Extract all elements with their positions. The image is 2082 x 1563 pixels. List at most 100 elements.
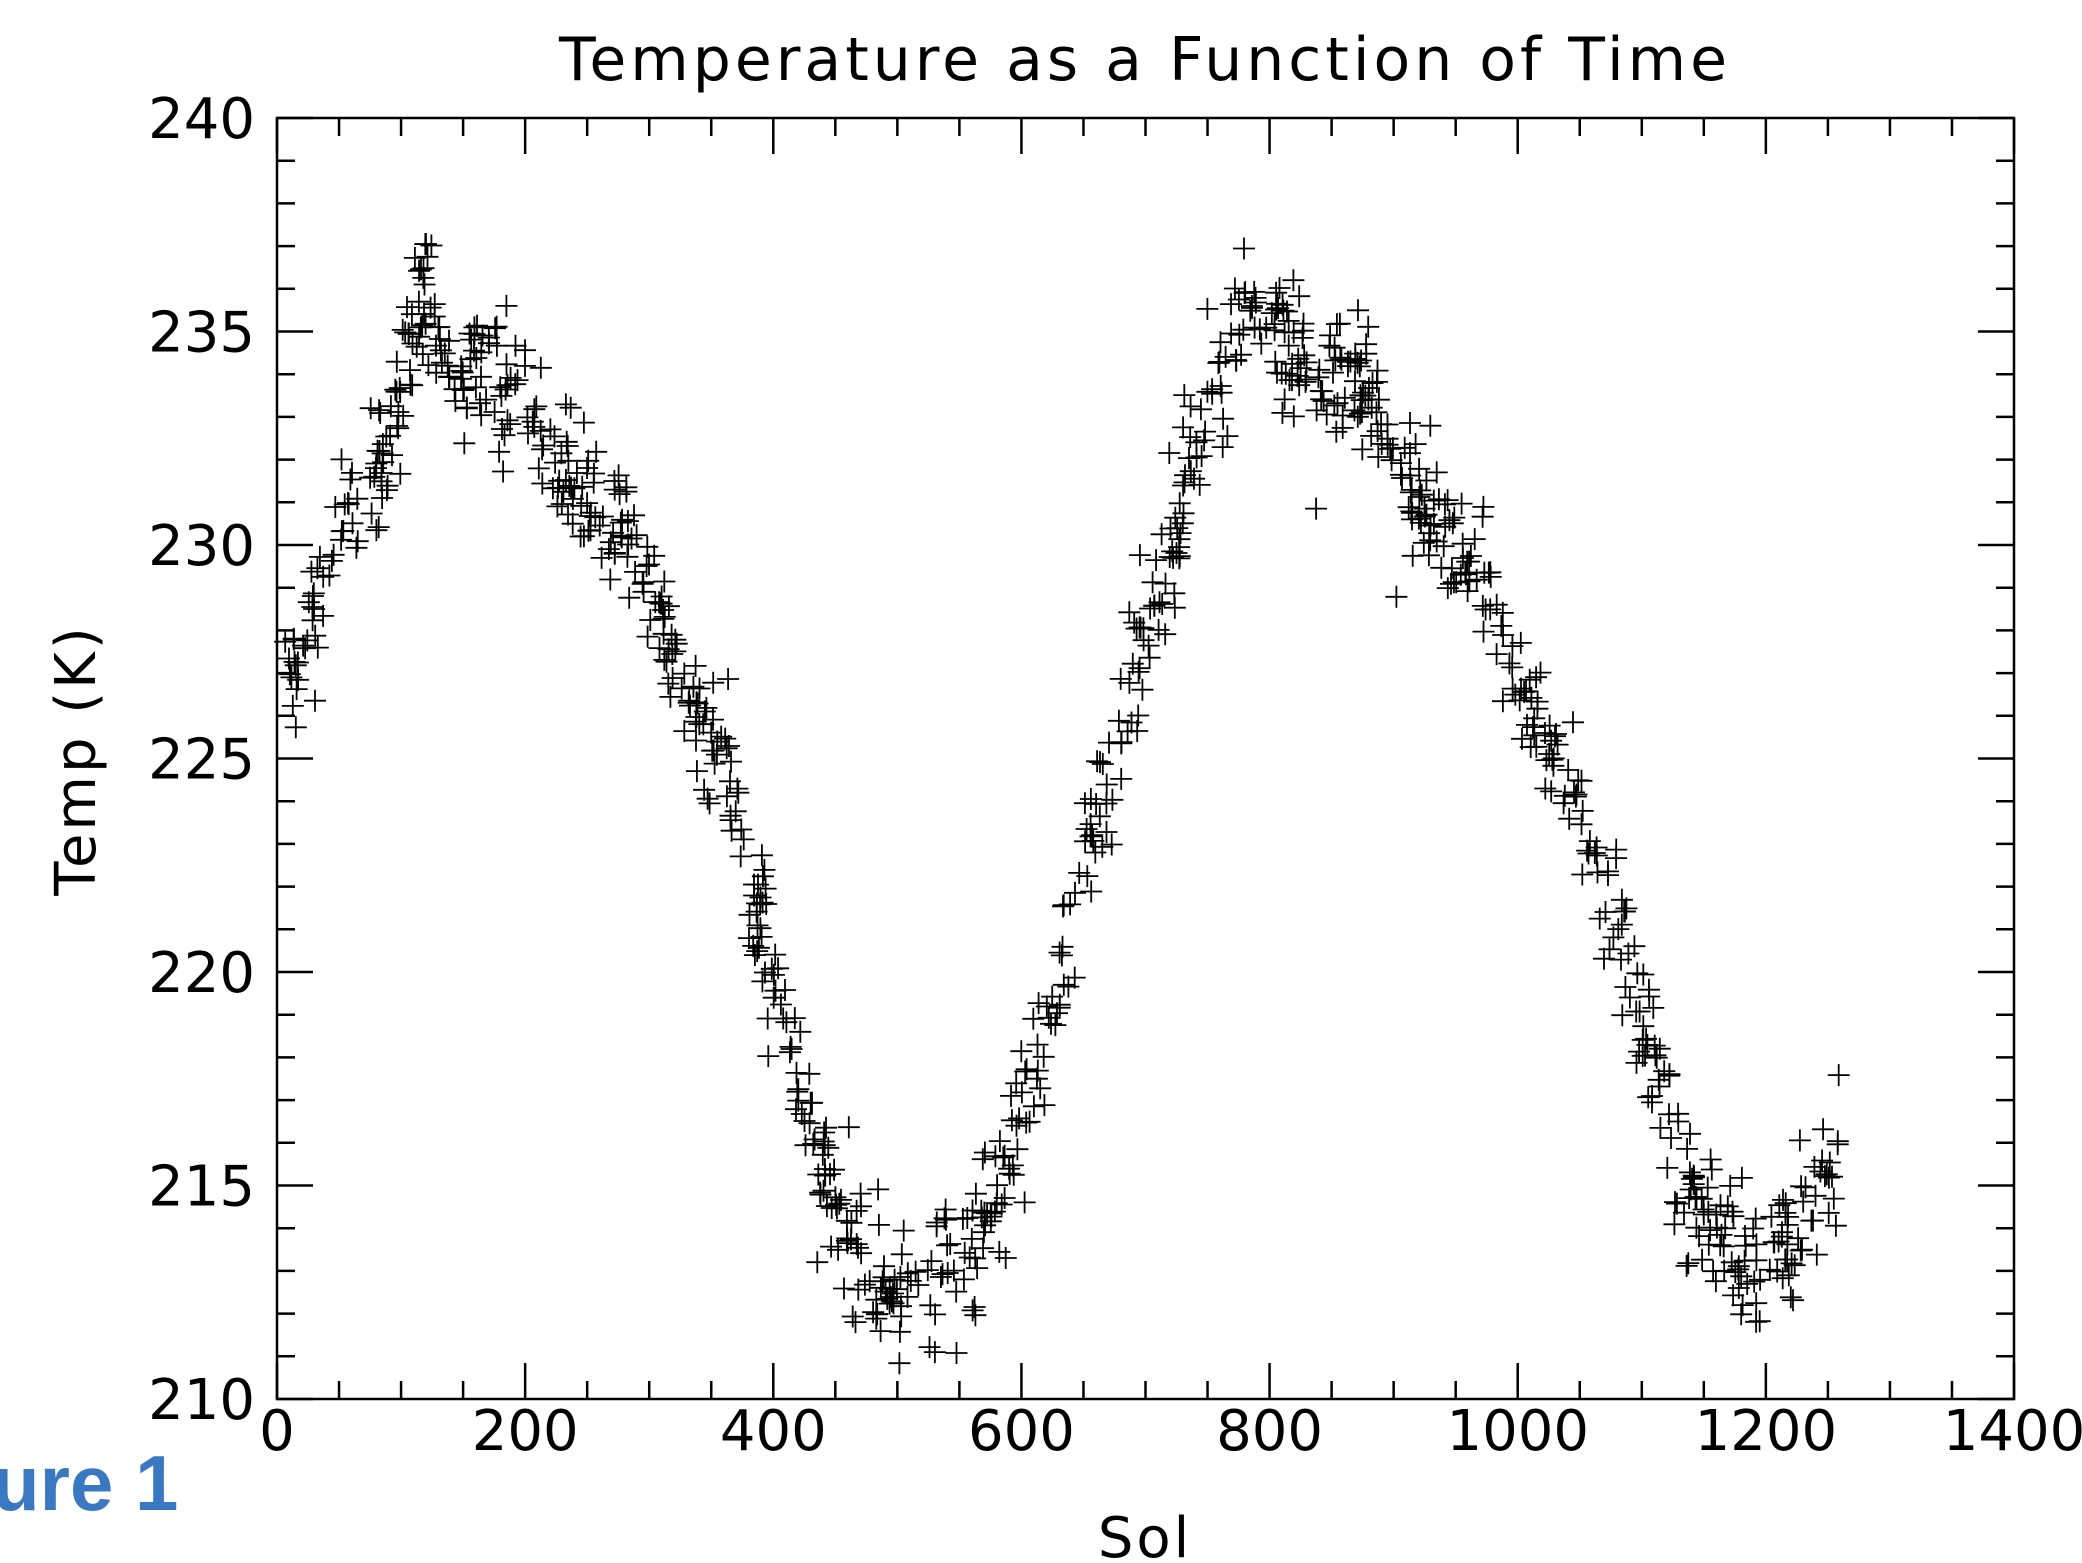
data-point — [602, 521, 625, 544]
data-point — [1558, 807, 1581, 830]
data-point — [1511, 727, 1533, 750]
data-point — [1230, 343, 1253, 366]
data-point — [1454, 563, 1477, 586]
data-point — [1413, 497, 1436, 520]
data-point — [285, 678, 308, 701]
data-point — [1154, 572, 1177, 595]
data-point — [1064, 881, 1086, 904]
data-point — [1749, 1268, 1772, 1291]
data-point — [410, 258, 432, 281]
data-point — [1244, 291, 1267, 314]
data-point — [1719, 1174, 1742, 1197]
figure-label: ure 1 — [0, 1439, 178, 1527]
data-point — [750, 844, 773, 867]
data-point — [430, 351, 453, 374]
data-point — [559, 396, 582, 419]
data-point — [1535, 749, 1558, 772]
data-point — [493, 424, 516, 447]
data-point — [1432, 535, 1455, 558]
data-point — [615, 480, 638, 503]
data-point — [673, 662, 696, 685]
data-point — [729, 845, 752, 868]
data-point — [746, 940, 769, 963]
data-point — [1538, 743, 1561, 765]
data-point — [720, 750, 742, 773]
data-point — [330, 528, 353, 551]
data-point — [411, 314, 434, 337]
data-point — [1648, 1037, 1671, 1060]
data-point — [994, 1247, 1017, 1269]
data-point — [1677, 1252, 1700, 1275]
data-point — [1436, 489, 1459, 512]
data-point — [337, 492, 359, 514]
data-point — [369, 402, 392, 424]
data-point — [1529, 661, 1552, 684]
data-point — [1565, 783, 1588, 806]
x-tick-label: 600 — [968, 1399, 1075, 1464]
data-point — [1734, 1225, 1756, 1247]
data-point — [876, 1287, 899, 1310]
data-point — [1731, 1294, 1754, 1317]
data-point — [1665, 1192, 1688, 1215]
data-point — [284, 716, 307, 739]
data-point — [1179, 395, 1202, 418]
data-point — [719, 809, 742, 832]
data-point — [833, 1277, 855, 1300]
data-point — [1139, 597, 1162, 620]
data-point — [1610, 888, 1633, 911]
data-point — [942, 1259, 965, 1282]
data-point — [783, 1007, 806, 1030]
data-point — [527, 457, 550, 480]
data-point — [890, 1243, 913, 1266]
data-point — [425, 361, 448, 384]
data-point — [544, 451, 567, 474]
data-point — [684, 654, 707, 677]
data-point — [799, 1091, 822, 1114]
data-point — [703, 752, 726, 775]
data-point — [1653, 1060, 1676, 1083]
data-point — [320, 549, 343, 572]
data-point — [1788, 1129, 1811, 1152]
data-point — [1638, 985, 1661, 1008]
data-point — [1295, 351, 1318, 374]
data-point — [1210, 381, 1233, 404]
data-point — [488, 440, 511, 463]
data-point — [973, 1141, 996, 1164]
data-point — [1385, 585, 1408, 608]
data-point — [896, 1285, 919, 1308]
data-point — [1704, 1270, 1727, 1293]
data-point — [974, 1214, 997, 1237]
data-point — [1075, 818, 1098, 840]
data-point — [677, 691, 700, 714]
data-point — [866, 1303, 888, 1326]
data-point — [1485, 643, 1508, 666]
data-point — [414, 233, 437, 256]
data-point — [1660, 1127, 1682, 1149]
data-point — [365, 452, 388, 475]
data-point — [757, 1045, 780, 1068]
data-point — [1824, 1214, 1847, 1237]
data-point — [506, 369, 529, 392]
data-point — [284, 654, 307, 677]
data-point — [1771, 1267, 1794, 1290]
data-point — [412, 266, 435, 289]
data-point — [1052, 894, 1075, 917]
data-point — [1792, 1190, 1815, 1213]
data-point — [892, 1219, 915, 1242]
data-point — [1347, 299, 1369, 322]
data-point — [659, 685, 682, 708]
data-point — [685, 729, 707, 752]
data-point — [933, 1207, 956, 1230]
data-point — [756, 1007, 779, 1030]
data-point — [1163, 596, 1186, 619]
data-point — [623, 504, 645, 527]
data-point — [363, 465, 386, 488]
data-point — [283, 650, 306, 673]
data-point — [1688, 1225, 1711, 1248]
data-point — [1777, 1264, 1800, 1287]
data-point — [1333, 386, 1356, 409]
data-point — [787, 1089, 810, 1112]
data-point — [661, 667, 684, 689]
data-point — [813, 1158, 836, 1180]
data-point — [653, 570, 676, 593]
